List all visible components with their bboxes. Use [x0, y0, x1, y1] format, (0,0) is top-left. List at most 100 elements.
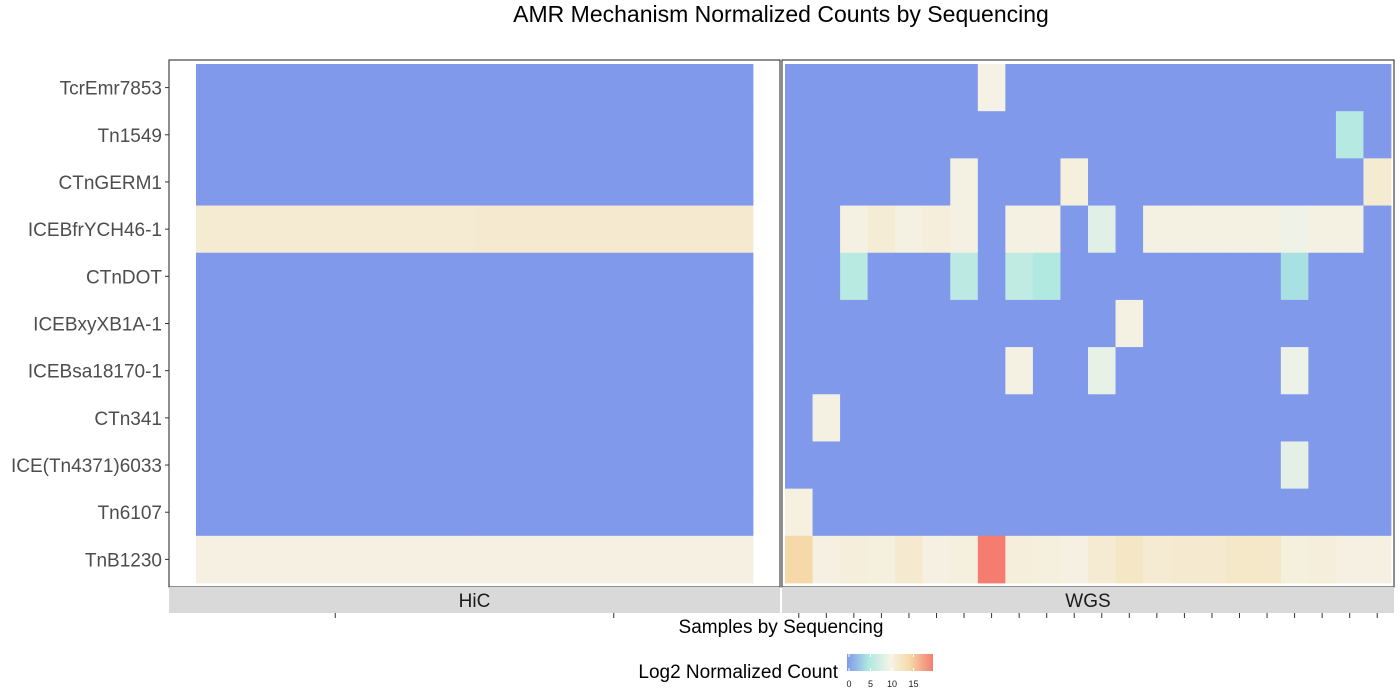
heatmap-cell	[895, 205, 924, 254]
heatmap-cell	[1225, 205, 1254, 254]
heatmap-cell	[895, 347, 924, 395]
heatmap-cell	[1363, 205, 1392, 254]
heatmap-cell	[1088, 488, 1116, 537]
heatmap-cell	[1335, 535, 1364, 584]
heatmap-cell	[922, 111, 951, 159]
heatmap-cell	[977, 252, 1006, 301]
heatmap-cell	[1170, 299, 1199, 348]
heatmap-cell	[950, 347, 979, 395]
heatmap-cell	[1032, 299, 1061, 348]
heatmap-cell	[867, 299, 896, 348]
heatmap-cell	[950, 158, 979, 206]
y-tick-label: ICEBsa18170-1	[28, 362, 162, 383]
heatmap-cell	[812, 252, 841, 301]
heatmap-cell	[1335, 111, 1364, 159]
heatmap-cell	[1032, 441, 1061, 490]
y-tick-label: TnB1230	[85, 550, 162, 571]
y-tick-label: CTnGERM1	[59, 173, 162, 194]
heatmap-cell	[196, 394, 475, 442]
heatmap-cell	[1253, 299, 1282, 348]
heatmap-cell	[785, 252, 813, 301]
y-tick-label: CTnDOT	[86, 267, 162, 288]
heatmap-cell	[1198, 158, 1227, 206]
heatmap-cell	[1225, 299, 1254, 348]
heatmap-cell	[1308, 158, 1337, 206]
heatmap-cell	[1170, 347, 1199, 395]
heatmap-cell	[1280, 64, 1309, 112]
heatmap-cell	[1170, 205, 1199, 254]
heatmap-cell	[812, 488, 841, 537]
heatmap-cell	[1143, 111, 1172, 159]
heatmap-cell	[1198, 347, 1227, 395]
heatmap-cell	[1198, 64, 1227, 112]
heatmap-cell	[1060, 111, 1089, 159]
heatmap-cell	[1143, 64, 1172, 112]
heatmap-cell	[895, 111, 924, 159]
heatmap-cell	[922, 441, 951, 490]
heatmap-cell	[1032, 535, 1061, 584]
heatmap-cell	[1170, 252, 1199, 301]
heatmap-cell	[1225, 535, 1254, 584]
heatmap-cell	[922, 299, 951, 348]
heatmap-cell	[1280, 252, 1309, 301]
heatmap-cell	[1308, 64, 1337, 112]
heatmap-cell	[1308, 488, 1337, 537]
heatmap-cell	[1088, 299, 1116, 348]
heatmap-cell	[1060, 394, 1089, 442]
heatmap-cell	[1363, 535, 1392, 584]
heatmap-cell	[922, 488, 951, 537]
y-tick-label: Tn1549	[98, 126, 162, 147]
heatmap-cell	[1335, 64, 1364, 112]
heatmap-cell	[785, 205, 813, 254]
heatmap-cell	[1170, 64, 1199, 112]
heatmap-cell	[1225, 111, 1254, 159]
heatmap-cell	[840, 535, 869, 584]
heatmap-cell	[1308, 441, 1337, 490]
heatmap-cell	[977, 111, 1006, 159]
legend-title: Log2 Normalized Count	[638, 662, 838, 683]
heatmap-cell	[950, 441, 979, 490]
heatmap-cell	[1363, 488, 1392, 537]
heatmap-cell	[785, 394, 813, 442]
heatmap-cell	[1253, 252, 1282, 301]
heatmap-cell	[1225, 158, 1254, 206]
heatmap-cell	[1335, 441, 1364, 490]
heatmap-cell	[867, 535, 896, 584]
heatmap-cell	[922, 535, 951, 584]
heatmap-cell	[950, 205, 979, 254]
heatmap-cell	[1115, 111, 1144, 159]
heatmap-cell	[895, 441, 924, 490]
facet-strip	[782, 587, 1394, 613]
heatmap-cell	[196, 441, 475, 490]
heatmap-cell	[1335, 299, 1364, 348]
heatmap-cell	[1225, 441, 1254, 490]
heatmap-cell	[1060, 441, 1089, 490]
heatmap-cell	[922, 205, 951, 254]
heatmap-cell	[1170, 158, 1199, 206]
heatmap-cell	[1363, 64, 1392, 112]
heatmap-cell	[867, 394, 896, 442]
heatmap-cell	[977, 347, 1006, 395]
heatmap-cell	[1198, 205, 1227, 254]
y-tick-label: ICEBxyXB1A-1	[33, 315, 162, 336]
heatmap-cell	[1198, 111, 1227, 159]
heatmap-cell	[977, 488, 1006, 537]
heatmap-cell	[812, 394, 841, 442]
heatmap-cell	[1308, 535, 1337, 584]
heatmap-cell	[196, 205, 475, 254]
heatmap-cell	[1198, 394, 1227, 442]
heatmap-cell	[474, 441, 754, 490]
heatmap-cell	[1198, 299, 1227, 348]
heatmap-cell	[1032, 158, 1061, 206]
heatmap-cell	[1115, 488, 1144, 537]
heatmap-cell	[812, 299, 841, 348]
heatmap-cell	[474, 488, 754, 537]
heatmap-cell	[1225, 488, 1254, 537]
heatmap-cell	[1143, 299, 1172, 348]
heatmap-cell	[1253, 441, 1282, 490]
heatmap-cell	[812, 347, 841, 395]
heatmap-cell	[1060, 205, 1089, 254]
heatmap-cell	[1280, 158, 1309, 206]
heatmap-cell	[1060, 488, 1089, 537]
heatmap-cell	[840, 111, 869, 159]
